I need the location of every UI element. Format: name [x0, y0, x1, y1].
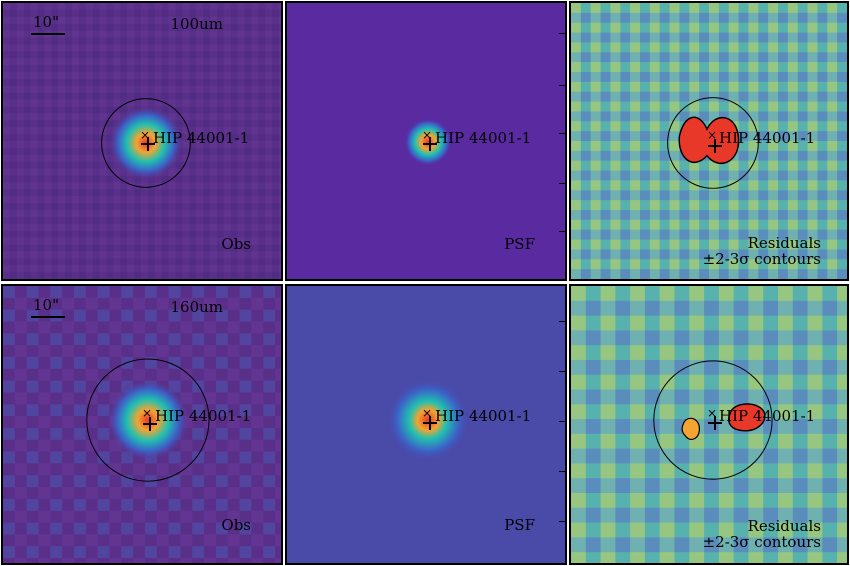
target-cross-marker [141, 137, 155, 151]
contours-label: ±2-3σ contours [702, 250, 821, 268]
target-x-marker: × [422, 406, 433, 420]
target-cross-marker [708, 139, 722, 153]
target-label: HIP 44001-1 [719, 407, 816, 425]
contours-label: ±2-3σ contours [702, 533, 821, 551]
target-label: HIP 44001-1 [435, 407, 532, 425]
right-axis-ticks [557, 286, 565, 563]
panel-type-label: PSF [504, 235, 535, 253]
target-label: HIP 44001-1 [155, 407, 252, 425]
scale-label: 10" [33, 296, 59, 314]
band-label: 160um [170, 298, 223, 316]
target-cross-marker [708, 416, 722, 430]
target-label: HIP 44001-1 [153, 129, 250, 147]
panel-residuals-160um: × HIP 44001-1 Residuals ±2-3σ contours [569, 284, 849, 565]
scale-bar [31, 316, 65, 318]
panel-obs-100um: 10" 100um × HIP 44001-1 Obs [1, 1, 283, 281]
psf-160um-image [287, 286, 565, 563]
residuals-100um-image [571, 3, 847, 279]
target-cross-marker [143, 417, 157, 431]
obs-160um-image [3, 286, 281, 563]
scale-label: 10" [33, 13, 59, 31]
target-x-marker: × [140, 128, 151, 142]
obs-100um-image [3, 3, 281, 279]
band-label: 100um [170, 15, 223, 33]
target-cross-marker [423, 416, 437, 430]
scale-bar [31, 33, 65, 35]
target-x-marker: × [142, 406, 153, 420]
target-x-marker: × [707, 406, 718, 420]
panel-psf-100um: × HIP 44001-1 PSF [285, 1, 567, 281]
target-x-marker: × [422, 128, 433, 142]
residuals-label: Residuals [747, 234, 821, 252]
right-axis-ticks [557, 3, 565, 279]
panel-residuals-100um: × HIP 44001-1 Residuals ±2-3σ contours [569, 1, 849, 281]
panel-type-label: PSF [504, 516, 535, 534]
panel-type-label: Residuals ±2-3σ contours [703, 235, 821, 267]
panel-type-label: Obs [221, 516, 251, 534]
residuals-label: Residuals [747, 517, 821, 535]
panel-psf-160um: × HIP 44001-1 PSF [285, 284, 567, 565]
panel-type-label: Residuals ±2-3σ contours [703, 518, 821, 550]
residuals-160um-image [571, 286, 847, 563]
target-label: HIP 44001-1 [435, 129, 532, 147]
panel-type-label: Obs [221, 235, 251, 253]
panel-obs-160um: 10" 160um × HIP 44001-1 Obs [1, 284, 283, 565]
target-cross-marker [423, 137, 437, 151]
target-label: HIP 44001-1 [719, 129, 816, 147]
psf-100um-image [287, 3, 565, 279]
target-x-marker: × [707, 128, 718, 142]
